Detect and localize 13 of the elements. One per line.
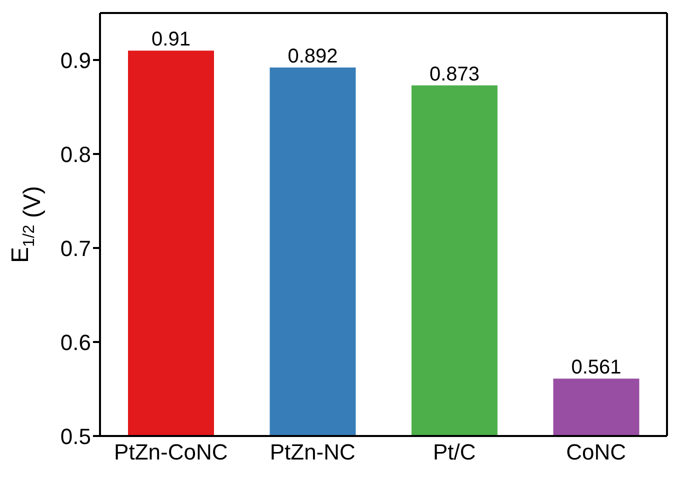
y-tick-label: 0.7 <box>60 236 91 261</box>
data-label: 0.561 <box>571 356 622 379</box>
y-tick-label: 0.9 <box>60 48 91 73</box>
x-tick-label: Pt/C <box>432 440 476 465</box>
y-tick-label: 0.5 <box>60 424 91 449</box>
y-tick-label: 0.8 <box>60 142 91 167</box>
x-tick-label: CoNC <box>566 440 626 465</box>
data-label: 0.892 <box>288 46 338 68</box>
x-tick-label: PtZn-CoNC <box>114 440 228 465</box>
data-label: 0.873 <box>429 63 480 86</box>
x-tick-label: PtZn-NC <box>270 440 356 465</box>
y-tick-label: 0.6 <box>60 330 91 355</box>
data-label: 0.91 <box>152 28 190 51</box>
